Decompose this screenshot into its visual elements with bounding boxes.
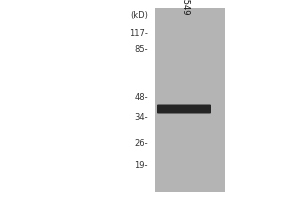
Bar	[155, 8, 225, 192]
Text: 85-: 85-	[134, 46, 148, 54]
Text: (kD): (kD)	[130, 11, 148, 20]
Text: A549: A549	[181, 0, 190, 16]
Text: 117-: 117-	[129, 28, 148, 38]
Text: 48-: 48-	[134, 92, 148, 102]
Text: 26-: 26-	[134, 138, 148, 148]
FancyBboxPatch shape	[157, 104, 211, 114]
Text: 34-: 34-	[134, 114, 148, 122]
Text: 19-: 19-	[134, 162, 148, 170]
